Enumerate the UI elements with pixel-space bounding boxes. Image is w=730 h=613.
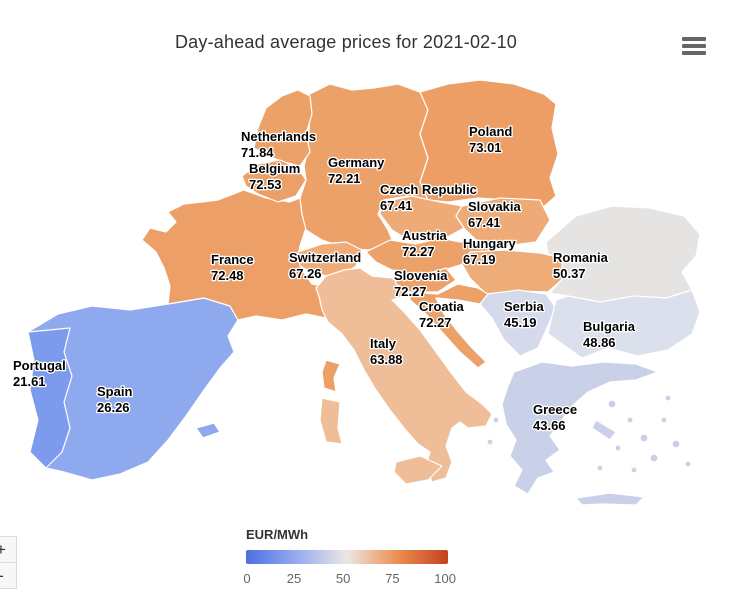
country-belgium[interactable] bbox=[241, 159, 307, 203]
label-spain-value: 26.26 bbox=[97, 400, 130, 415]
color-axis-legend: EUR/MWh 0 25 50 75 100 bbox=[243, 527, 456, 586]
island-corsica[interactable] bbox=[321, 359, 341, 393]
label-croatia-name: Croatia bbox=[419, 299, 465, 314]
label-bulgaria-name: Bulgaria bbox=[583, 319, 636, 334]
label-france-name: France bbox=[211, 252, 254, 267]
label-austria-value: 72.27 bbox=[402, 244, 435, 259]
label-hungary-name: Hungary bbox=[463, 236, 517, 251]
hamburger-menu-icon bbox=[682, 44, 706, 48]
tick-0: 0 bbox=[243, 571, 251, 586]
label-czech-value: 67.41 bbox=[380, 198, 413, 213]
label-romania-name: Romania bbox=[553, 250, 609, 265]
hamburger-menu-icon bbox=[682, 37, 706, 41]
island-euboea[interactable] bbox=[591, 419, 617, 441]
label-greece-value: 43.66 bbox=[533, 418, 566, 433]
map-zoom-controls: + - bbox=[0, 536, 17, 589]
color-axis-ticks: 0 25 50 75 100 bbox=[242, 571, 456, 586]
label-croatia-value: 72.27 bbox=[419, 315, 452, 330]
country-greece[interactable] bbox=[501, 361, 659, 495]
chart-title: Day-ahead average prices for 2021-02-10 bbox=[174, 32, 517, 52]
label-serbia-name: Serbia bbox=[504, 299, 545, 314]
island-sicily[interactable] bbox=[393, 455, 443, 485]
zoom-in-button[interactable]: + bbox=[0, 536, 17, 563]
label-slovakia-name: Slovakia bbox=[468, 199, 522, 214]
label-netherlands-name: Netherlands bbox=[241, 129, 316, 144]
label-czech-name: Czech Republic bbox=[380, 182, 477, 197]
label-greece-name: Greece bbox=[533, 402, 577, 417]
label-italy-value: 63.88 bbox=[370, 352, 403, 367]
legend-title: EUR/MWh bbox=[246, 527, 309, 542]
context-menu-button[interactable] bbox=[680, 34, 706, 58]
country-germany[interactable] bbox=[299, 83, 429, 251]
aegean-islands[interactable] bbox=[486, 394, 692, 474]
label-austria-name: Austria bbox=[402, 228, 448, 243]
label-italy-name: Italy bbox=[370, 336, 397, 351]
label-bulgaria-value: 48.86 bbox=[583, 335, 616, 350]
label-germany-value: 72.21 bbox=[328, 171, 361, 186]
country-switzerland[interactable] bbox=[297, 241, 363, 279]
country-slovenia[interactable] bbox=[393, 267, 457, 293]
label-germany-name: Germany bbox=[328, 155, 385, 170]
island-sardinia[interactable] bbox=[319, 397, 343, 445]
country-hungary[interactable] bbox=[461, 249, 565, 295]
tick-50: 50 bbox=[335, 571, 351, 586]
label-serbia-value: 45.19 bbox=[504, 315, 537, 330]
island-mallorca[interactable] bbox=[195, 422, 221, 439]
label-switzerland-value: 67.26 bbox=[289, 266, 322, 281]
label-belgium-name: Belgium bbox=[249, 161, 300, 176]
country-austria[interactable] bbox=[365, 237, 491, 277]
label-hungary-value: 67.19 bbox=[463, 252, 496, 267]
label-france-value: 72.48 bbox=[211, 268, 244, 283]
label-slovakia-value: 67.41 bbox=[468, 215, 501, 230]
country-croatia[interactable] bbox=[409, 283, 489, 369]
label-portugal-name: Portugal bbox=[13, 358, 66, 373]
tick-75: 75 bbox=[385, 571, 400, 586]
country-poland[interactable] bbox=[419, 79, 559, 211]
label-poland-value: 73.01 bbox=[469, 140, 502, 155]
label-slovenia-value: 72.27 bbox=[394, 284, 427, 299]
tick-100: 100 bbox=[434, 571, 456, 586]
label-slovenia-name: Slovenia bbox=[394, 268, 448, 283]
label-switzerland-name: Switzerland bbox=[289, 250, 361, 265]
island-crete[interactable] bbox=[575, 492, 645, 506]
label-poland-name: Poland bbox=[469, 124, 512, 139]
country-serbia[interactable] bbox=[479, 289, 557, 357]
country-slovakia[interactable] bbox=[455, 197, 551, 247]
country-portugal[interactable] bbox=[27, 327, 73, 469]
label-portugal-value: 21.61 bbox=[13, 374, 46, 389]
zoom-out-button[interactable]: - bbox=[0, 562, 17, 589]
hamburger-menu-icon bbox=[682, 51, 706, 55]
country-italy[interactable] bbox=[315, 267, 493, 483]
label-belgium-value: 72.53 bbox=[249, 177, 282, 192]
tick-25: 25 bbox=[286, 571, 302, 586]
label-netherlands-value: 71.84 bbox=[241, 145, 274, 160]
label-romania-value: 50.37 bbox=[553, 266, 586, 281]
country-bulgaria[interactable] bbox=[547, 289, 701, 359]
label-spain-name: Spain bbox=[97, 384, 132, 399]
color-axis-bar bbox=[246, 550, 448, 564]
